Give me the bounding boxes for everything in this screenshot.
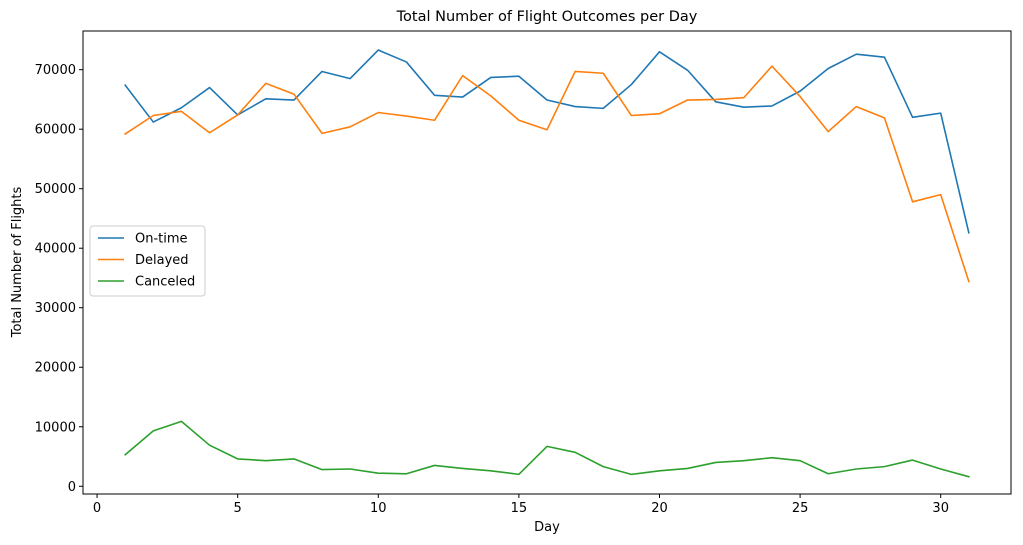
y-tick-label: 10000 xyxy=(35,420,76,435)
series-line-delayed xyxy=(124,65,970,283)
x-tick-label: 0 xyxy=(93,501,101,516)
y-tick-label: 0 xyxy=(68,480,76,495)
y-tick-label: 40000 xyxy=(35,242,76,257)
legend-label: On-time xyxy=(135,232,188,247)
x-tick-label: 10 xyxy=(370,501,387,516)
y-tick-label: 60000 xyxy=(35,123,76,138)
y-axis: 0 10000 20000 30000 40000 50000 60000 70000 xyxy=(35,63,83,495)
y-tick-label: 20000 xyxy=(35,361,76,376)
legend-label: Canceled xyxy=(135,275,195,290)
series-line-canceled xyxy=(124,420,970,478)
x-axis: 0 5 10 15 20 25 30 xyxy=(93,494,949,516)
y-axis-label: Total Number of Flights xyxy=(10,186,25,338)
x-tick-label: 20 xyxy=(651,501,668,516)
plot-frame xyxy=(82,30,1012,495)
y-tick-label: 30000 xyxy=(35,301,76,316)
series-line-on-time xyxy=(124,49,970,234)
y-tick-label: 70000 xyxy=(35,63,76,78)
series-lines xyxy=(124,49,970,478)
y-tick-label: 50000 xyxy=(35,182,76,197)
x-tick-label: 5 xyxy=(234,501,242,516)
legend: On-time Delayed Canceled xyxy=(89,225,206,297)
chart-title: Total Number of Flight Outcomes per Day xyxy=(396,9,698,25)
legend-label: Delayed xyxy=(135,253,189,268)
legend-box xyxy=(89,225,206,297)
x-tick-label: 30 xyxy=(932,501,949,516)
x-axis-label: Day xyxy=(534,520,560,535)
x-tick-label: 15 xyxy=(511,501,528,516)
x-tick-label: 25 xyxy=(792,501,809,516)
